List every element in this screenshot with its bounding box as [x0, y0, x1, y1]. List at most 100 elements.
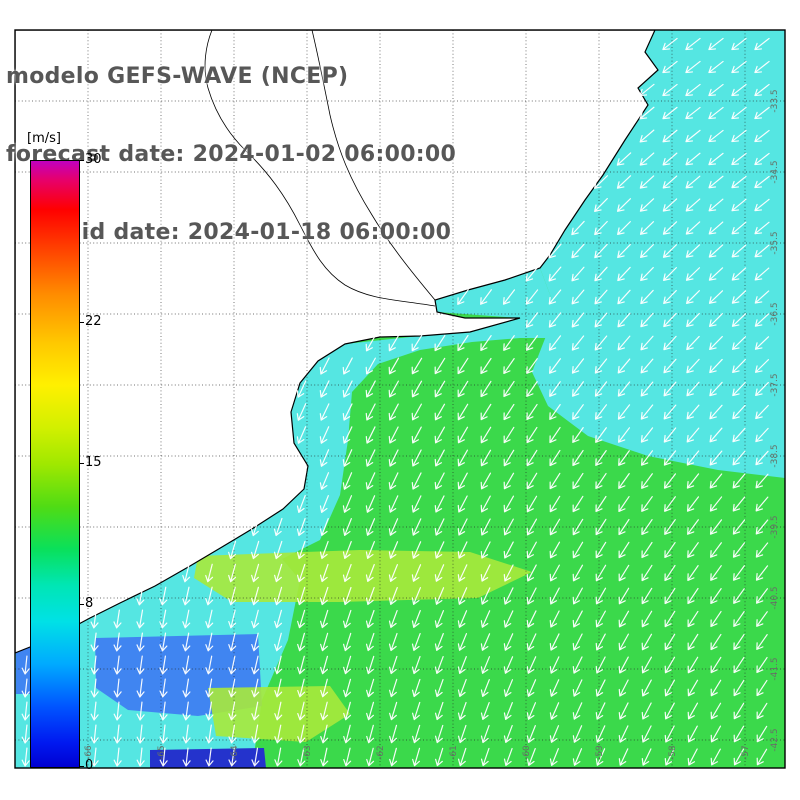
wind-arrow — [388, 380, 399, 398]
wind-arrow — [733, 611, 745, 627]
wind-arrow — [457, 678, 467, 698]
wind-arrow — [755, 450, 769, 466]
wind-arrow — [388, 587, 398, 605]
wind-arrow — [618, 587, 630, 605]
wind-arrow — [366, 701, 375, 721]
wind-arrow — [365, 449, 376, 467]
wind-arrow — [594, 289, 608, 305]
wind-arrow — [595, 633, 606, 651]
wind-arrow — [710, 679, 722, 697]
wind-arrow — [411, 655, 421, 675]
wind-arrow — [709, 335, 723, 351]
colorbar-tick-label: 8 — [85, 596, 94, 612]
wind-arrow — [755, 519, 769, 535]
wind-arrow — [640, 404, 654, 420]
wind-arrow — [480, 610, 491, 628]
wind-arrow — [594, 220, 608, 236]
wind-arrow — [113, 724, 122, 744]
wind-arrow — [342, 495, 353, 513]
wind-arrow — [388, 472, 399, 490]
wind-arrow — [549, 656, 560, 674]
longitude-label: -57 — [741, 745, 751, 760]
wind-arrow — [251, 724, 260, 744]
wind-arrow — [90, 678, 99, 698]
wind-arrow — [320, 632, 329, 652]
wind-arrow — [594, 358, 608, 374]
wind-arrow — [755, 404, 769, 420]
wind-arrow — [457, 724, 467, 744]
wind-arrow — [708, 106, 724, 120]
wind-arrow — [685, 152, 701, 166]
longitude-label: -66 — [84, 745, 94, 760]
wind-arrow — [733, 633, 745, 651]
wind-arrow — [685, 106, 701, 120]
wind-arrow — [664, 564, 676, 582]
wind-arrow — [709, 450, 723, 466]
wind-arrow — [457, 541, 468, 559]
wind-arrow — [685, 244, 701, 258]
wind-arrow — [296, 426, 307, 444]
wind-arrow — [388, 495, 399, 513]
wind-arrow — [572, 587, 583, 605]
wind-arrow — [434, 633, 444, 651]
wind-arrow — [342, 426, 353, 444]
wind-arrow — [457, 449, 469, 467]
wind-arrow — [273, 517, 283, 537]
wind-arrow — [687, 610, 699, 628]
wind-arrow — [480, 564, 491, 582]
wind-arrow — [296, 403, 307, 421]
wind-arrow — [662, 129, 678, 143]
wind-arrow — [549, 358, 561, 374]
wind-arrow — [365, 609, 375, 629]
wind-arrow — [205, 747, 214, 767]
wind-arrow — [594, 404, 608, 420]
wind-arrow — [320, 678, 329, 698]
wind-arrow — [113, 655, 122, 675]
wind-arrow — [228, 701, 237, 721]
wind-arrow — [480, 701, 490, 721]
wind-arrow — [709, 496, 723, 512]
wind-arrow — [525, 266, 539, 282]
wind-arrow — [687, 748, 698, 766]
wind-arrow — [662, 60, 678, 74]
wind-arrow — [503, 403, 515, 421]
wind-arrow — [434, 449, 445, 467]
wind-arrow — [503, 495, 515, 513]
colorbar-tick-label: 30 — [85, 152, 102, 167]
wind-arrow — [159, 701, 168, 721]
wind-arrow — [709, 519, 723, 535]
wind-arrow — [525, 312, 539, 328]
wind-arrow — [549, 587, 560, 605]
wind-arrow — [21, 655, 30, 675]
wind-arrow — [342, 518, 352, 536]
wind-arrow — [434, 701, 444, 721]
wind-arrow — [228, 586, 237, 606]
wind-arrow — [411, 334, 423, 352]
wind-arrow — [343, 724, 352, 744]
wind-arrow — [297, 678, 306, 698]
wind-arrow — [457, 472, 468, 490]
wind-arrow — [640, 358, 654, 374]
wind-arrow — [388, 334, 400, 352]
wind-arrow — [571, 289, 585, 305]
wind-arrow — [755, 496, 769, 512]
wind-arrow — [732, 427, 746, 443]
wind-arrow — [228, 678, 237, 698]
wind-arrow — [342, 609, 352, 629]
wind-arrow — [595, 725, 606, 743]
wind-arrow — [388, 541, 399, 559]
wind-arrow — [21, 747, 30, 767]
wind-arrow — [480, 633, 491, 651]
wind-arrow — [754, 106, 770, 120]
wind-arrow — [618, 748, 629, 766]
wind-arrow — [319, 563, 329, 583]
wind-arrow — [571, 220, 585, 236]
wind-arrow — [90, 747, 99, 767]
wind-arrow — [251, 586, 260, 606]
wind-arrow — [411, 403, 422, 421]
wind-arrow — [617, 243, 631, 259]
wind-arrow — [480, 724, 490, 744]
wind-arrow — [685, 198, 701, 212]
wind-arrow — [754, 60, 770, 74]
